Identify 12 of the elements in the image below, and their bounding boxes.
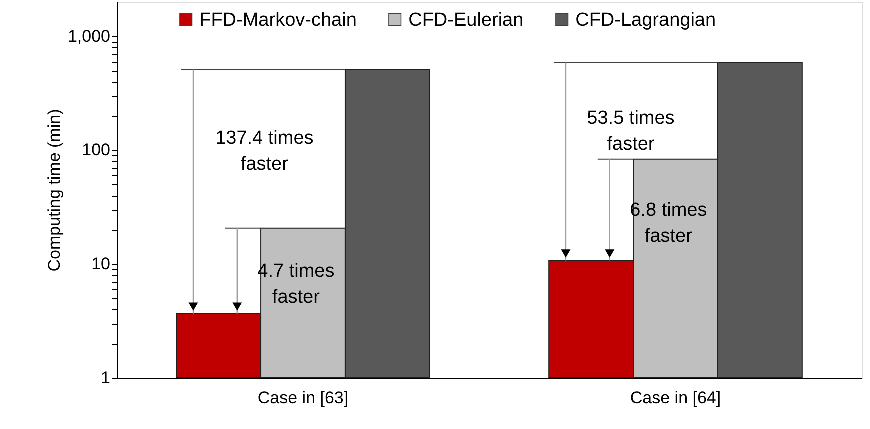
y-tick-label: 1,000 (68, 26, 110, 46)
legend-label: CFD-Eulerian (408, 10, 524, 31)
annotation: 137.4 times faster (216, 128, 314, 176)
x-tick-label: Case in [64] (630, 388, 722, 408)
x-tick-label: Case in [63] (258, 388, 349, 408)
y-tick-label: 100 (82, 140, 110, 160)
annotation: 53.5 times faster (587, 108, 675, 156)
legend-label: FFD-Markov-chain (200, 10, 357, 31)
y-tick-label: 10 (92, 254, 110, 274)
legend-label: CFD-Lagrangian (576, 10, 716, 31)
y-tick-label: 1 (101, 368, 110, 388)
y-axis-title: Computing time (min) (44, 109, 64, 272)
